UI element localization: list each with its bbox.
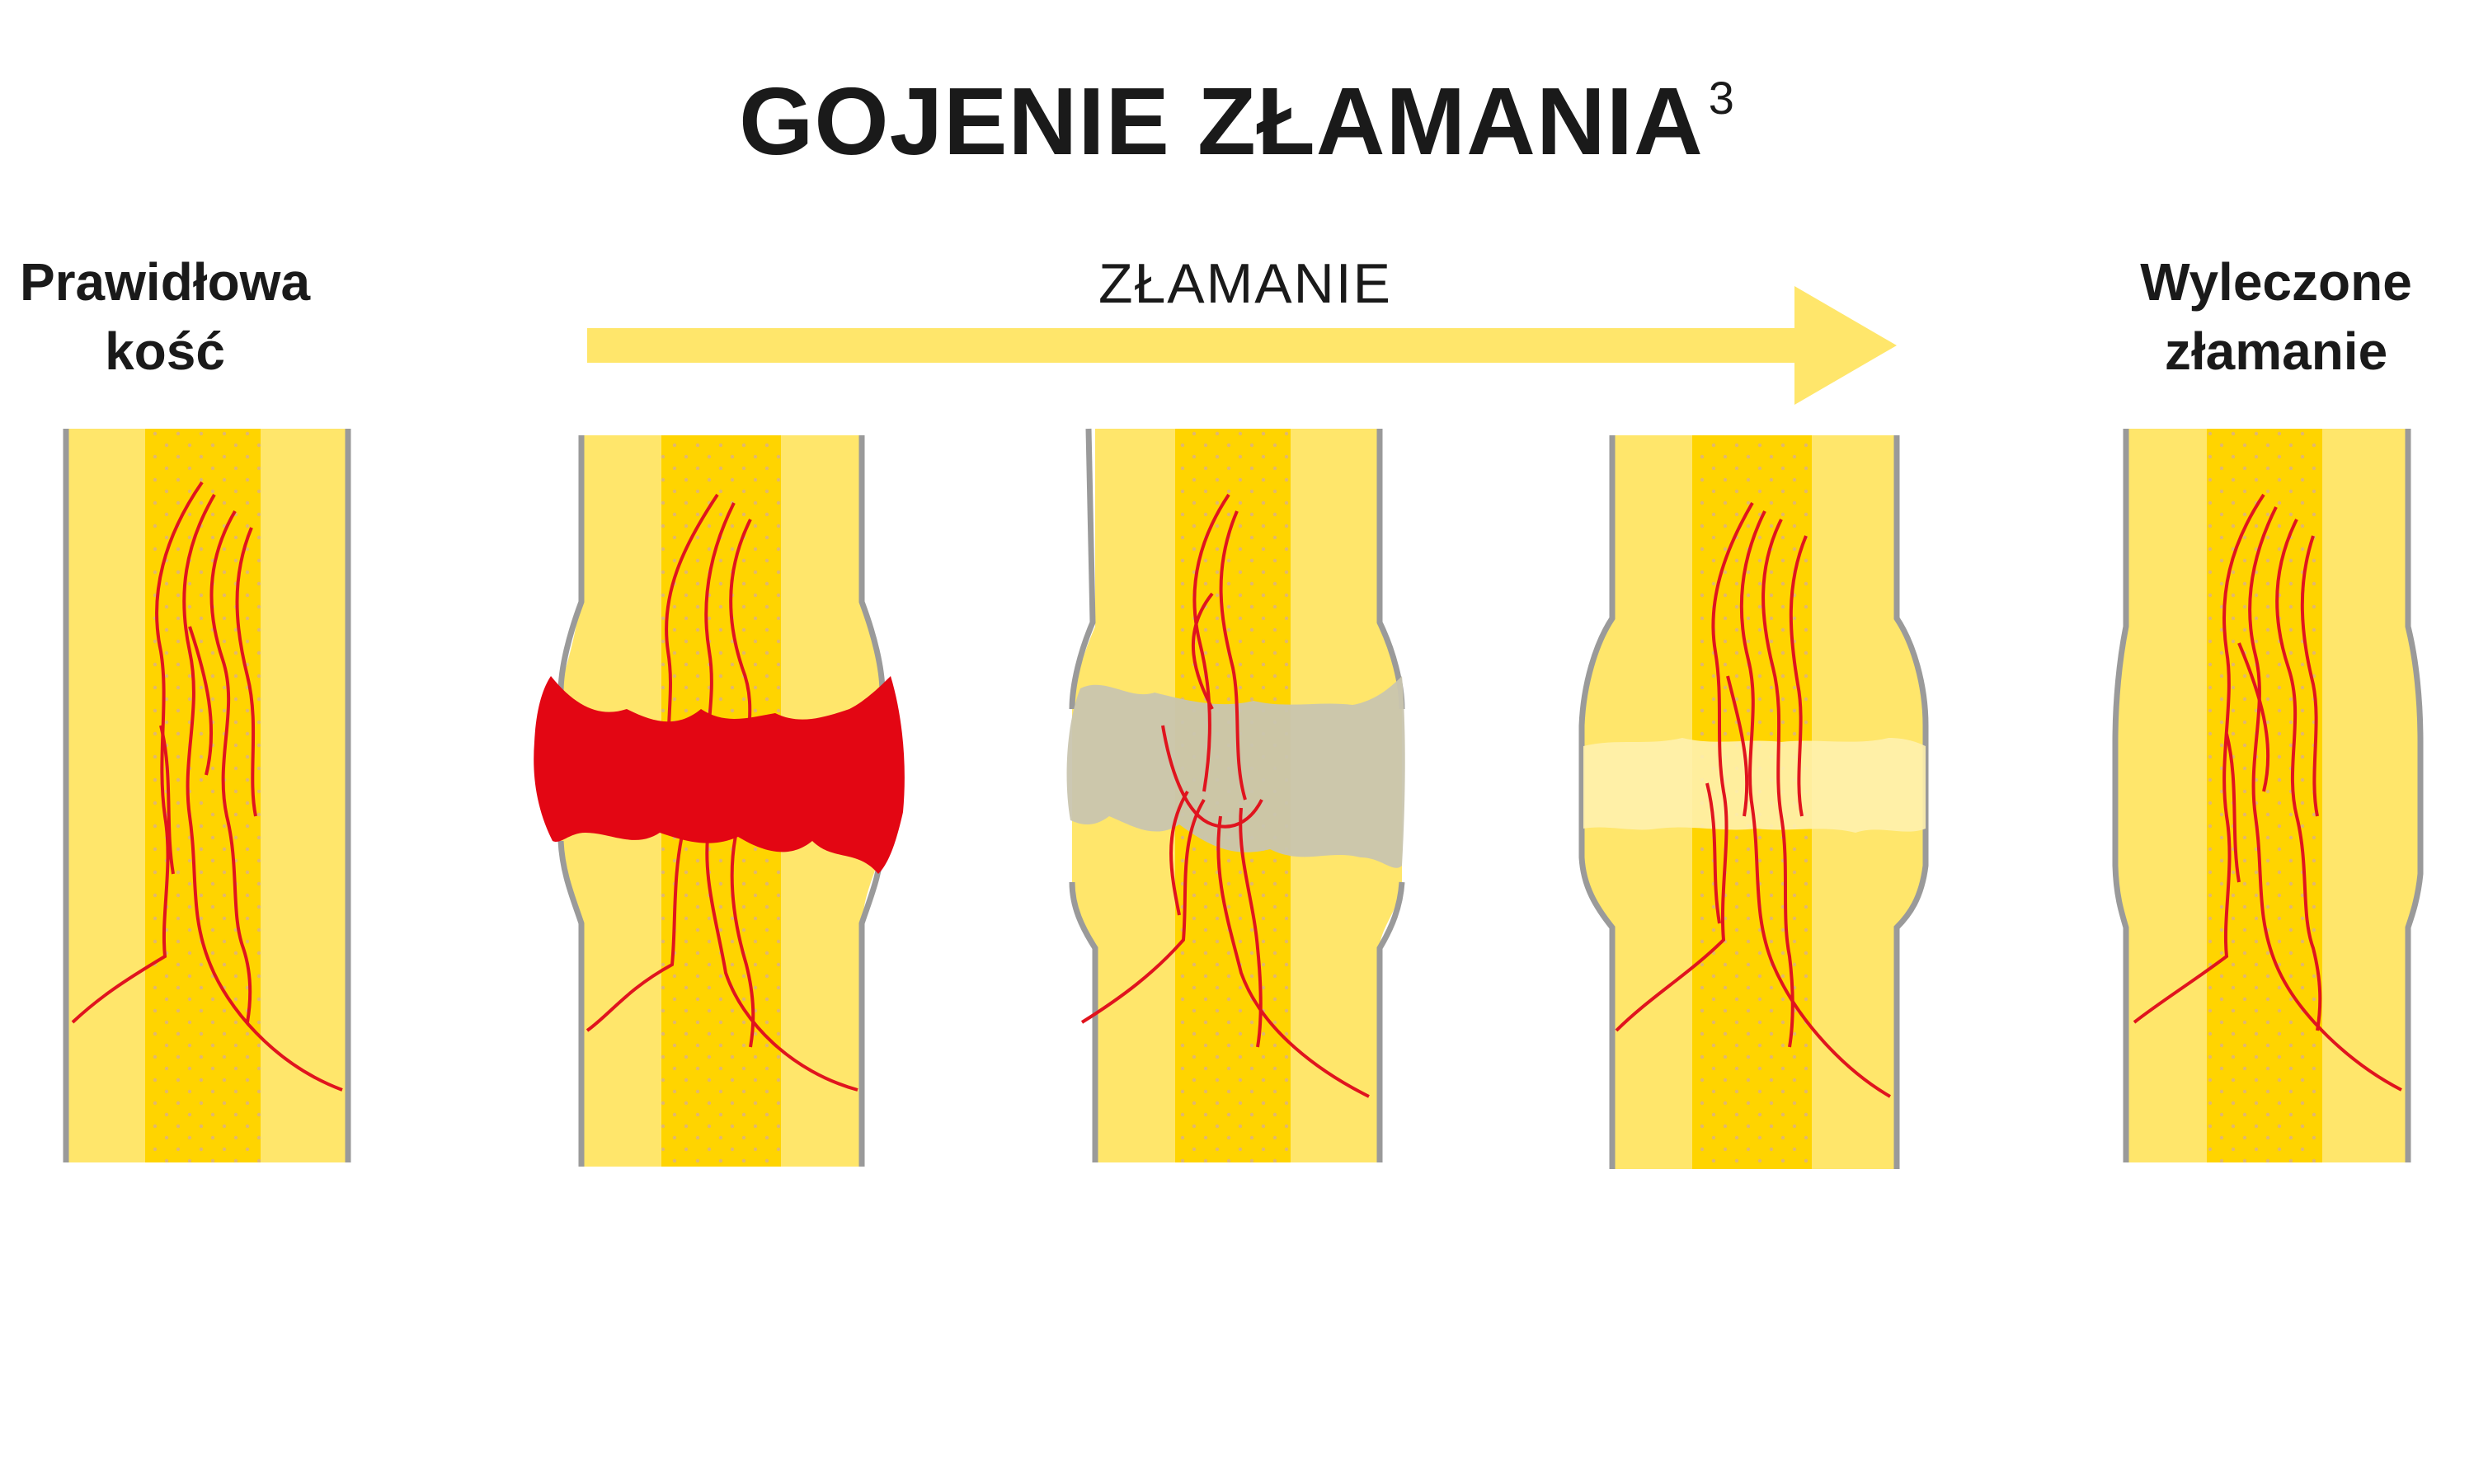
soft-callus-tissue — [1066, 676, 1405, 868]
bone-hematoma — [534, 435, 905, 1167]
label-normal-bone: Prawidłowa kość — [16, 247, 313, 386]
hematoma-clot — [534, 676, 905, 874]
blood-vessels — [1615, 501, 1892, 1098]
bone-healed — [2112, 429, 2424, 1162]
label-healed-bone: Wyleczone złamanie — [2119, 247, 2433, 386]
blood-vessels — [71, 481, 343, 1092]
title-footnote: 3 — [1708, 72, 1735, 124]
label-healed-line1: Wyleczone — [2140, 252, 2412, 312]
blood-vessels — [2133, 493, 2402, 1092]
label-healed-line2: złamanie — [2164, 322, 2388, 381]
bone-hard-callus — [1578, 435, 1929, 1169]
blood-vessels — [1080, 493, 1370, 1098]
bone-normal — [63, 429, 351, 1162]
label-normal-line2: kość — [105, 322, 225, 381]
bone-soft-callus — [1066, 428, 1405, 1162]
title-text: GOJENIE ZŁAMANIA — [739, 68, 1704, 175]
progress-arrow — [587, 286, 1897, 405]
arrow-label: ZŁAMANIE — [1098, 252, 1393, 315]
label-normal-line1: Prawidłowa — [19, 252, 311, 312]
page-title: GOJENIE ZŁAMANIA 3 — [0, 66, 2474, 176]
hard-callus-tissue — [1583, 738, 1926, 833]
